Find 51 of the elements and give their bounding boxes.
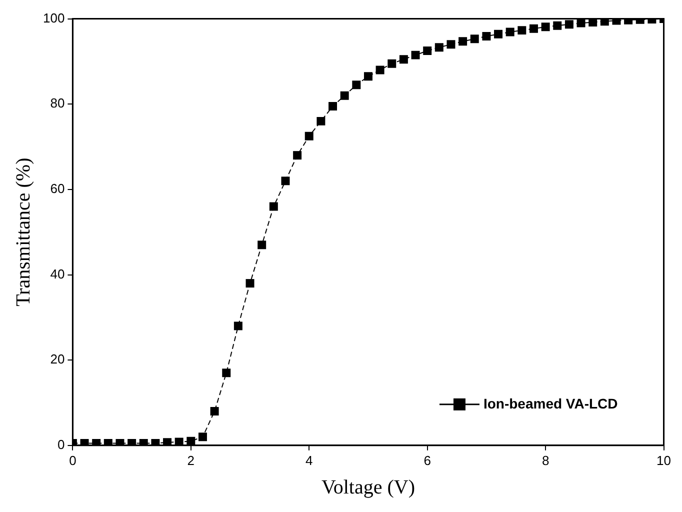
point (576, 18, 586, 28)
y-tick-label: 60 (50, 181, 65, 196)
point (446, 40, 456, 49)
point (388, 59, 396, 68)
point (376, 66, 384, 74)
y-tick-label: 100 (42, 10, 65, 26)
y-tick-label: 40 (50, 266, 65, 282)
point (518, 26, 526, 35)
x-tick-label: 4 (306, 452, 313, 468)
y-tick-label: 20 (50, 352, 65, 367)
y-tick-label: 0 (57, 436, 65, 452)
point (529, 24, 538, 33)
x-tick-label: 6 (424, 452, 431, 468)
point (293, 151, 302, 160)
x-tick-label: 2 (187, 452, 195, 468)
point (482, 32, 491, 41)
point (470, 34, 479, 44)
point (210, 407, 219, 416)
point (269, 202, 278, 211)
point (434, 43, 444, 52)
point (174, 438, 184, 446)
x-tick-label: 0 (69, 452, 76, 468)
point (340, 91, 349, 100)
point (281, 176, 290, 186)
point (506, 28, 514, 36)
point (316, 116, 326, 126)
point (222, 368, 231, 378)
point (588, 18, 598, 26)
x-axis-title: Voltage (V) (321, 476, 415, 498)
point (364, 72, 372, 81)
legend-label: Ion-beamed VA-LCD (483, 395, 618, 412)
point (328, 102, 338, 110)
point (234, 322, 242, 330)
point (494, 30, 503, 38)
y-tick-label: 80 (50, 96, 65, 111)
point (258, 240, 266, 250)
point (458, 37, 468, 46)
point (246, 279, 254, 288)
point (411, 50, 420, 60)
point (564, 20, 574, 29)
x-tick-label: 8 (542, 452, 550, 468)
point (352, 80, 361, 90)
y-axis-title: Transmittance (%) (12, 158, 34, 306)
x-tick-label: 10 (656, 452, 672, 468)
point (399, 55, 408, 64)
point (553, 21, 562, 30)
point (198, 432, 207, 442)
point (163, 438, 172, 446)
point (423, 46, 432, 56)
point (304, 132, 314, 140)
point (541, 22, 550, 32)
